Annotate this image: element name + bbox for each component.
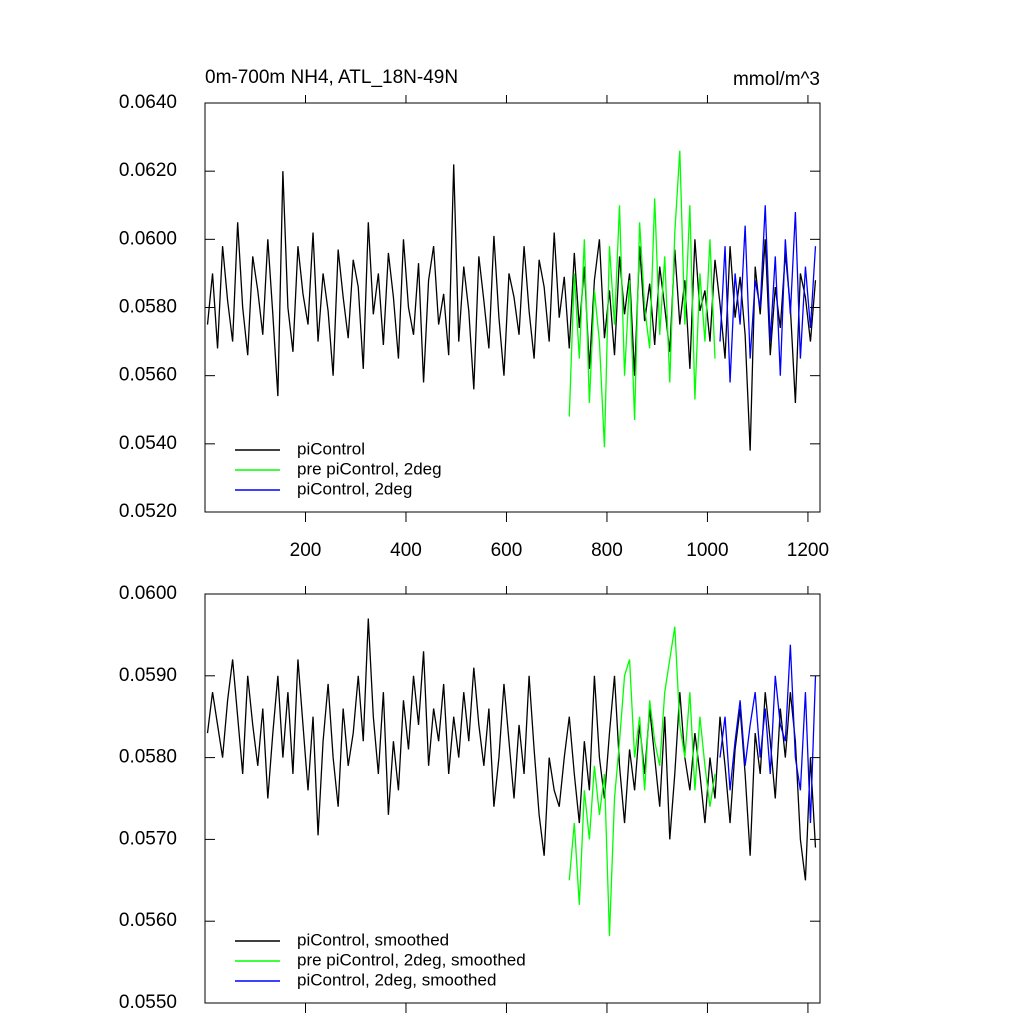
x-tick-label: 600 [491,540,523,561]
x-tick-label: 200 [290,540,322,561]
series-line [719,644,817,824]
y-tick-label: 0.0640 [119,92,177,113]
legend-label: piControl [297,439,365,458]
units-label: mmol/m^3 [733,69,820,90]
legend-label: piControl, 2deg [297,479,412,498]
series-line [206,164,817,451]
series-line [568,626,716,936]
chart-title: 0m-700m NH4, ATL_18N-49N [205,67,458,88]
series-line [206,618,817,881]
y-tick-label: 0.0520 [119,501,177,522]
y-tick-label: 0.0590 [119,665,177,686]
x-tick-label: 800 [591,540,623,561]
y-tick-label: 0.0600 [119,583,177,604]
series-line [568,150,716,448]
y-tick-label: 0.0570 [119,828,177,849]
x-tick-label: 1200 [787,540,829,561]
x-tick-label: 1000 [686,540,728,561]
legend-label: pre piControl, 2deg [297,459,442,478]
y-tick-label: 0.0550 [119,992,177,1013]
legend-label: pre piControl, 2deg, smoothed [297,950,526,969]
y-tick-label: 0.0560 [119,910,177,931]
plot-frame [204,593,821,1004]
y-tick-label: 0.0600 [119,228,177,249]
x-tick-label: 400 [390,540,422,561]
legend-label: piControl, smoothed [297,930,449,949]
y-tick-label: 0.0580 [119,747,177,768]
legend-label: piControl, 2deg, smoothed [297,970,496,989]
y-tick-label: 0.0540 [119,433,177,454]
y-tick-label: 0.0620 [119,160,177,181]
y-tick-label: 0.0580 [119,297,177,318]
y-tick-label: 0.0560 [119,365,177,386]
series-line [719,205,817,383]
